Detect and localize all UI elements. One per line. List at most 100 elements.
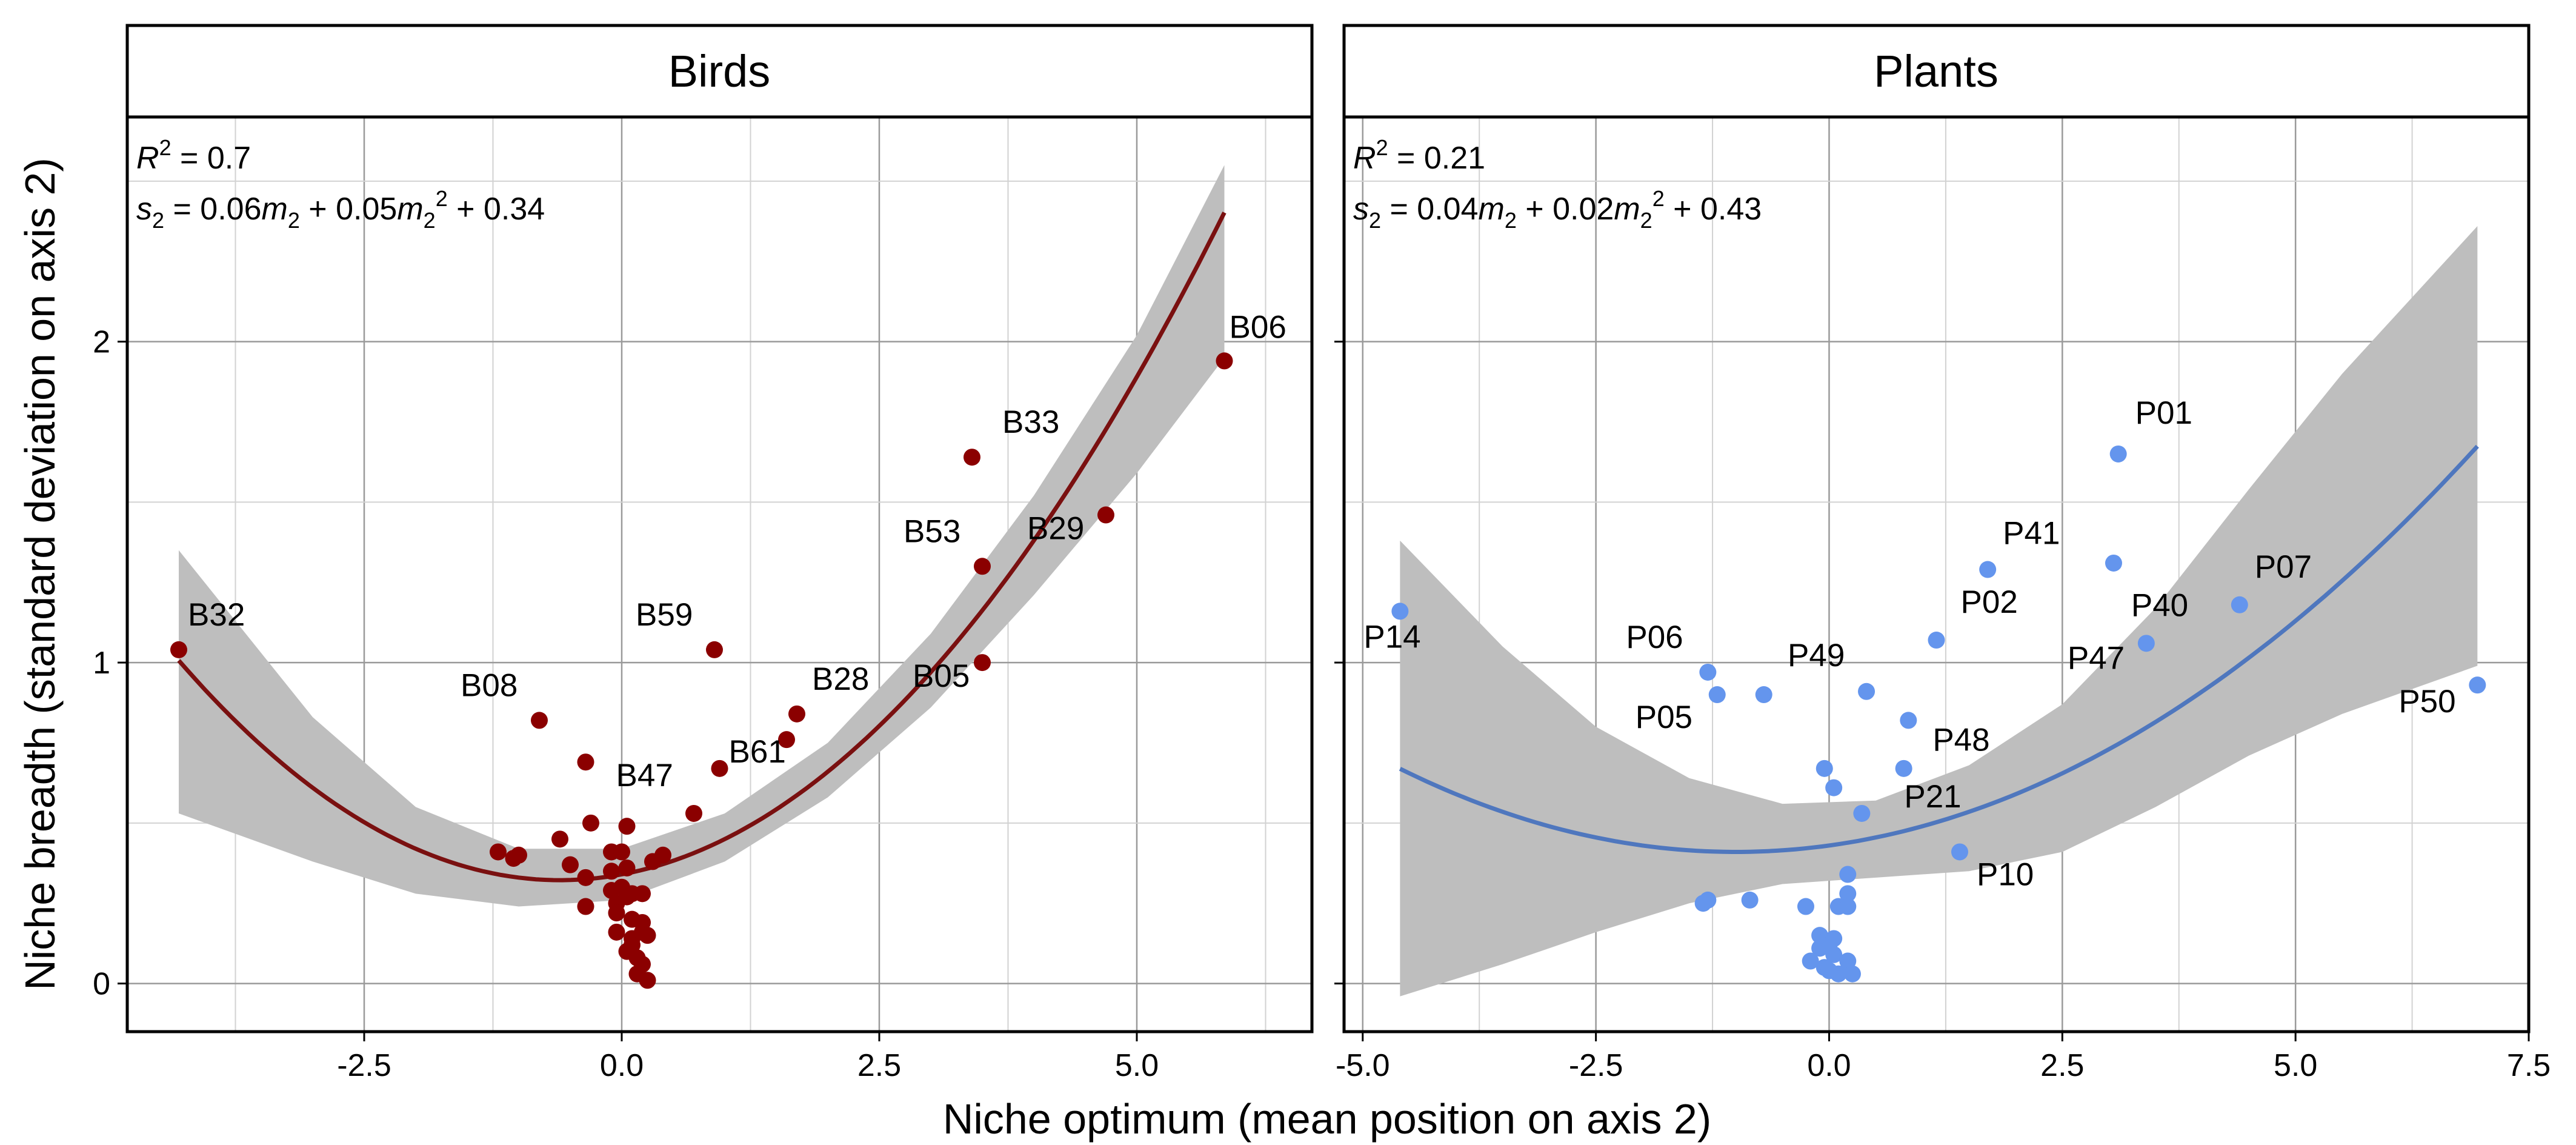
birds-label-b05: B05 (913, 658, 970, 694)
plants-xtick-label-4: 5.0 (2274, 1048, 2317, 1083)
birds-equation: s2 = 0.06m2 + 0.05m22 + 0.34 (136, 186, 545, 233)
birds-y-axis: 0 1 2 (93, 325, 127, 1002)
plants-point-0 (1391, 603, 1409, 620)
birds-fit-line (177, 212, 1226, 883)
plants-point-7 (2469, 676, 2486, 694)
birds-xtick-label-3: 5.0 (1115, 1048, 1159, 1083)
birds-eq-m2: m (397, 192, 423, 227)
birds-eq-intercept: + 0.34 (448, 192, 545, 227)
birds-point-45 (639, 972, 656, 989)
birds-point-2 (964, 449, 980, 466)
plants-point-21 (1797, 898, 1814, 915)
plants-y-axis (1334, 341, 1344, 985)
plants-strip-title: Plants (1874, 46, 1999, 96)
plants-r2-symbol: R (1353, 141, 1376, 176)
birds-label-b32: B32 (188, 597, 245, 633)
birds-label-b29: B29 (1027, 511, 1084, 547)
plants-eq-m2-sub: 2 (1640, 208, 1652, 233)
plants-point-25 (1839, 898, 1857, 915)
plants-point-32 (1802, 952, 1819, 970)
birds-point-37 (608, 923, 625, 941)
plants-eq-coef2: + 0.02 (1517, 192, 1614, 227)
birds-fit-curve (177, 212, 1226, 883)
plants-eq-intercept: + 0.43 (1665, 192, 1762, 227)
plants-xtick-label-5: 7.5 (2507, 1048, 2551, 1083)
plants-label-p14: P14 (1363, 619, 1420, 655)
plants-point-17 (1951, 843, 1968, 861)
plants-xtick-label-0: -5.0 (1336, 1048, 1390, 1083)
plants-point-14 (1816, 759, 1833, 777)
plants-label-p10: P10 (1977, 856, 2034, 892)
birds-plot-background (127, 117, 1312, 1032)
birds-point-15 (490, 843, 507, 861)
birds-xtick-label-2: 2.5 (857, 1048, 901, 1083)
birds-point-5 (974, 654, 991, 672)
birds-ytick-label-1: 1 (93, 646, 110, 681)
plants-point-labels: P01 P14 P41 P02 P40 P07 P47 P50 P06 P49 P05 P48 P21 P… (1363, 395, 2455, 893)
plants-point-37 (1820, 962, 1838, 980)
plants-panel: P01 P14 P41 P02 P40 P07 P47 P50 P06 P49 P05 P48 P21 P… (1334, 24, 2551, 1083)
birds-point-33 (577, 898, 594, 915)
plants-fit-curve (1399, 444, 2479, 854)
birds-point-10 (711, 759, 728, 777)
birds-label-b06: B06 (1230, 309, 1286, 345)
plants-point-5 (1928, 632, 1945, 649)
birds-label-b08: B08 (461, 667, 518, 703)
plants-label-p47: P47 (2068, 640, 2125, 676)
birds-point-40 (639, 927, 656, 944)
birds-point-25 (603, 863, 620, 880)
plants-eq-m1-sub: 2 (1505, 208, 1517, 233)
birds-r2-annotation: R2 = 0.7 (136, 135, 251, 176)
birds-eq-coef1: = 0.06 (164, 192, 261, 227)
birds-point-21 (613, 843, 630, 861)
plants-band-polygon (1400, 226, 2478, 996)
plants-label-p05: P05 (1636, 699, 1692, 735)
birds-strip-title: Birds (668, 46, 771, 96)
birds-eq-m2-sub: 2 (424, 208, 436, 233)
birds-point-17 (510, 846, 527, 864)
plants-point-4 (2231, 596, 2248, 613)
plants-label-p21: P21 (1904, 779, 1961, 815)
birds-ytick-label-0: 0 (93, 967, 110, 1002)
plants-r2-superscript: 2 (1376, 135, 1388, 160)
birds-point-6 (706, 641, 723, 658)
birds-point-9 (531, 712, 548, 729)
plants-eq-s: s (1353, 192, 1369, 227)
birds-point-30 (634, 885, 651, 903)
birds-point-32 (618, 888, 636, 906)
birds-strip (125, 24, 1314, 119)
plants-x-axis: -5.0 -2.5 0.0 2.5 5.0 7.5 (1336, 1032, 2551, 1083)
plants-label-p06: P06 (1626, 619, 1683, 655)
y-axis-title: Niche breadth (standard deviation on axi… (16, 158, 64, 990)
birds-eq-coef2: + 0.05 (300, 192, 397, 227)
birds-eq-s-sub: 2 (152, 208, 164, 233)
plants-label-p41: P41 (2003, 516, 2060, 552)
birds-eq-s: s (136, 192, 152, 227)
plants-point-8 (1699, 663, 1717, 681)
plants-point-3 (2105, 554, 2122, 572)
plants-eq-s-sub: 2 (1369, 208, 1381, 233)
plants-point-1 (2109, 445, 2127, 462)
birds-label-b61: B61 (729, 734, 786, 770)
plants-xtick-label-1: -2.5 (1569, 1048, 1623, 1083)
plants-label-p48: P48 (1932, 722, 1989, 758)
plants-equation: s2 = 0.04m2 + 0.02m22 + 0.43 (1353, 186, 1762, 233)
plants-eq-m1: m (1479, 192, 1505, 227)
plants-label-p01: P01 (2135, 395, 2192, 431)
birds-r2-symbol: R (136, 141, 159, 176)
birds-eq-m1-sub: 2 (288, 208, 300, 233)
plants-point-6 (2137, 635, 2155, 652)
plants-point-19 (1699, 891, 1717, 909)
plants-label-p49: P49 (1788, 638, 1845, 673)
plants-point-22 (1839, 866, 1857, 883)
birds-point-34 (608, 904, 625, 922)
plants-point-36 (1843, 965, 1861, 983)
birds-point-7 (788, 705, 805, 723)
birds-eq-m1: m (262, 192, 288, 227)
plants-xtick-label-3: 2.5 (2040, 1048, 2084, 1083)
birds-point-23 (654, 846, 671, 864)
plants-point-9 (1708, 686, 1726, 704)
birds-point-46 (624, 936, 641, 954)
plants-point-23 (1839, 885, 1857, 903)
